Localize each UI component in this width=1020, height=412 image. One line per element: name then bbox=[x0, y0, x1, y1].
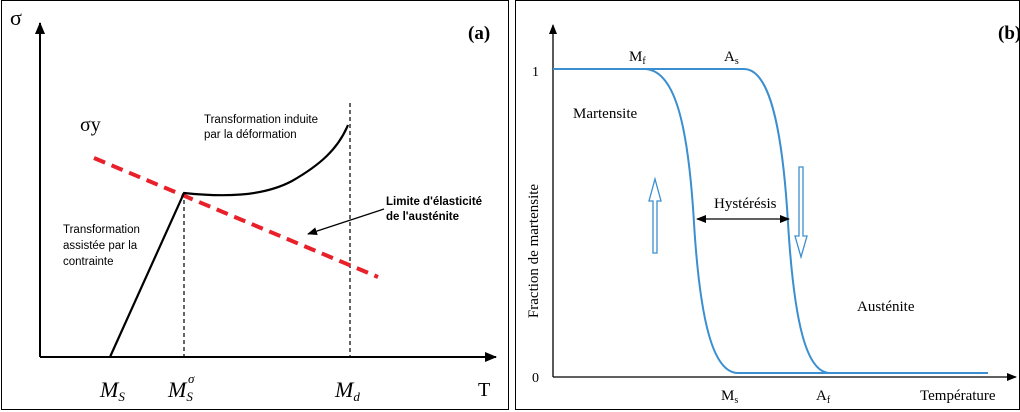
austenite-yield-line bbox=[93, 156, 379, 279]
phase-austenite-label: Austénite bbox=[857, 299, 915, 315]
panel-b-label: (b) bbox=[998, 23, 1020, 44]
annotation-right: Limite d'élasticité de l'austénite bbox=[386, 196, 485, 223]
heating-direction-arrow bbox=[794, 166, 808, 260]
annotation-left: Transformation assistée par la contraint… bbox=[63, 224, 143, 268]
annotation-top: Transformation induite par la déformatio… bbox=[204, 114, 321, 141]
panel-b: (b) 1 0 Fraction de martensite Mf As Ms … bbox=[515, 0, 1020, 410]
y-tick-0: 0 bbox=[532, 371, 539, 386]
phase-martensite-label: Martensite bbox=[573, 106, 637, 122]
cooling-curve bbox=[553, 68, 988, 374]
x-axis-label: T bbox=[478, 379, 490, 401]
x-axis-label: Température bbox=[920, 388, 996, 404]
panel-a-diagram: σ T (a) σy Transformation induite par la… bbox=[10, 5, 497, 404]
y-tick-1: 1 bbox=[532, 65, 539, 80]
panel-b-diagram: (b) 1 0 Fraction de martensite Mf As Ms … bbox=[526, 23, 1020, 406]
stress-curve bbox=[108, 124, 350, 358]
cooling-direction-arrow bbox=[648, 176, 662, 254]
y-axis-label: σ bbox=[10, 5, 22, 30]
panel-a: σ T (a) σy Transformation induite par la… bbox=[1, 0, 509, 410]
label-ms: Ms bbox=[721, 388, 738, 406]
label-as: As bbox=[724, 49, 739, 67]
tick-md: Md bbox=[334, 377, 360, 404]
tick-ms-sigma-superscript: σ bbox=[188, 371, 195, 386]
panel-a-label: (a) bbox=[468, 23, 490, 44]
sigma-y-label: σy bbox=[80, 114, 101, 136]
y-axis-label: Fraction de martensite bbox=[526, 184, 542, 318]
label-af: Af bbox=[816, 388, 831, 406]
tick-ms-sigma: MS bbox=[167, 377, 193, 404]
yield-annotation-arrow bbox=[307, 208, 385, 235]
tick-ms: MS bbox=[99, 377, 125, 404]
hysteresis-label: Hystérésis bbox=[714, 196, 777, 212]
label-mf: Mf bbox=[629, 49, 646, 67]
